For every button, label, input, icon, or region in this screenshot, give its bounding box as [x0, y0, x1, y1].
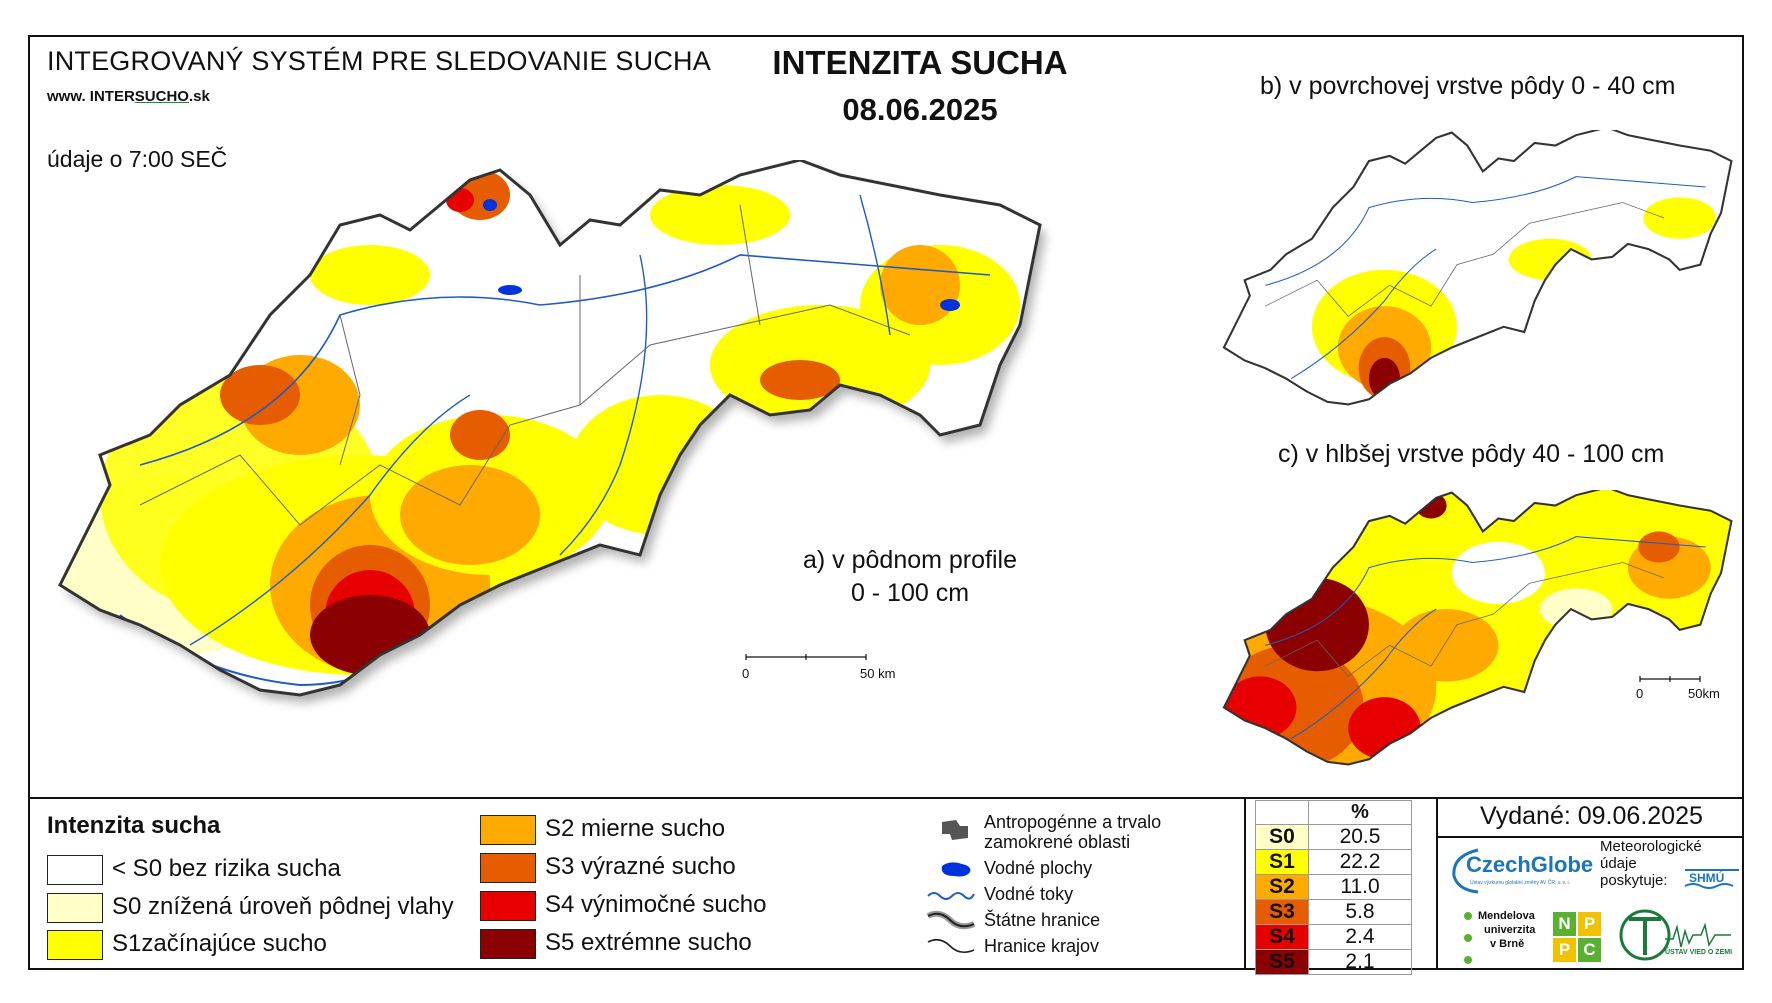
nppc-c: C: [1578, 938, 1601, 962]
water-body-icon: [941, 862, 971, 877]
swatch-s5: [480, 929, 536, 959]
legend-label-no-drought: < S0 bez rizika sucha: [112, 855, 341, 882]
table-row: S1 22.2: [1255, 849, 1412, 875]
symbol-label-river: Vodné toky: [984, 884, 1074, 904]
symbol-label-water: Vodné plochy: [984, 858, 1093, 878]
data-time: údaje o 7:00 SEČ: [47, 146, 228, 172]
map-a-label-line2: 0 - 100 cm: [850, 579, 970, 607]
table-code-s3: S3: [1255, 899, 1309, 925]
table-value-s1: 22.2: [1308, 849, 1412, 875]
map-a-label-line1: a) v pôdnom profile: [802, 546, 1017, 574]
table-value-s5: 2.1: [1308, 949, 1412, 975]
map-b-label: b) v povrchovej vrstve pôdy 0 - 40 cm: [1260, 72, 1676, 100]
shmu-waves-icon: [1684, 869, 1739, 889]
legend-divider-table-right: [1436, 798, 1438, 970]
scale-small-fifty: 50km: [1688, 686, 1720, 701]
legend-label-s0: S0 znížená úroveň pôdnej vlahy: [112, 893, 454, 920]
legend-divider: [28, 797, 1744, 799]
scale-main-zero: 0: [742, 666, 750, 681]
table-value-s2: 11.0: [1308, 874, 1412, 900]
czechglobe-subtitle: Ústav výzkumu globální změny AV ČR, v. v…: [1470, 880, 1571, 886]
system-title: INTEGROVANÝ SYSTÉM PRE SLEDOVANIE SUCHA: [47, 46, 711, 76]
meteo-line3: poskytuje:: [1600, 872, 1668, 889]
main-drought-map: [58, 160, 1042, 697]
site-suffix: .sk: [188, 88, 210, 105]
table-row: S5 2.1: [1255, 949, 1412, 975]
table-row: S0 20.5: [1255, 824, 1412, 850]
table-value-s3: 5.8: [1308, 899, 1412, 925]
uvz-emblem-icon: [1619, 909, 1731, 961]
nppc-p2: P: [1553, 938, 1576, 962]
czechglobe-swoosh-icon: [1452, 848, 1479, 894]
small-scale-bar: [1639, 676, 1701, 682]
website-link[interactable]: www. INTERSUCHO.sk: [47, 88, 210, 105]
site-mid: SUCHO: [134, 88, 189, 105]
mendel-logo[interactable]: Mendelova univerzita v Brně: [1462, 910, 1552, 970]
main-scale-bar: [745, 654, 867, 660]
site-prefix: www. INTER: [47, 88, 135, 105]
table-value-s4: 2.4: [1308, 924, 1412, 950]
table-code-s5: S5: [1255, 949, 1309, 975]
table-value-s0: 20.5: [1308, 824, 1412, 850]
shmu-name: SHMÚ: [1689, 871, 1725, 885]
czechglobe-logo[interactable]: CzechGlobe Ústav výzkumu globální změny …: [1448, 846, 1608, 896]
meteo-line1: Meteorologické: [1600, 838, 1702, 855]
swatch-s3: [480, 853, 536, 883]
table-code-s0: S0: [1255, 824, 1309, 850]
state-border-icon: [926, 910, 976, 930]
table-header-percent: %: [1308, 800, 1412, 825]
table-header-empty: [1255, 800, 1309, 825]
map-date: 08.06.2025: [842, 92, 998, 127]
legend-label-s2: S2 mierne sucho: [545, 815, 726, 842]
mendel-line1: Mendelova: [1478, 910, 1535, 922]
surface-layer-map: [1222, 130, 1733, 406]
legend-title: Intenzita sucha: [47, 812, 221, 839]
legend-divider-table-left: [1244, 798, 1246, 970]
drought-percentage-table: % S0 20.5 S1 22.2 S2 11.0 S3 5.8 S4 2.4 S5 2.1: [1255, 800, 1412, 975]
table-code-s4: S4: [1255, 924, 1309, 950]
swatch-s0: [47, 893, 103, 923]
mendel-line2: univerzita: [1484, 924, 1536, 936]
czechglobe-name: CzechGlobe: [1466, 852, 1594, 877]
meteo-provider-text: Meteorologické údaje poskytuje:: [1600, 838, 1702, 889]
issued-date: Vydané: 09.06.2025: [1480, 802, 1703, 830]
legend-label-s1: S1začínajúce sucho: [112, 930, 327, 957]
swatch-no-drought: [47, 855, 103, 885]
scale-small-zero: 0: [1636, 686, 1644, 701]
symbol-label-region-border: Hranice krajov: [984, 936, 1100, 956]
shmu-logo[interactable]: SHMÚ: [1683, 866, 1741, 892]
scale-main-fifty: 50 km: [860, 666, 896, 681]
region-border-icon: [927, 938, 975, 954]
main-title: INTENZITA SUCHA: [772, 44, 1068, 81]
legend-label-s5: S5 extrémne sucho: [545, 929, 752, 956]
river-icon: [927, 892, 975, 900]
legend-divider-issued: [1436, 836, 1744, 838]
legend-label-s3: S3 výrazné sucho: [545, 853, 736, 880]
symbol-label-urban-1: Antropogénne a trvalo: [984, 812, 1162, 832]
uvz-logo[interactable]: ÚSTAV VIED O ZEMI: [1615, 905, 1735, 965]
table-code-s2: S2: [1255, 874, 1309, 900]
table-row: S2 11.0: [1255, 874, 1412, 900]
deep-layer-map: [1222, 490, 1733, 766]
nppc-n: N: [1553, 912, 1576, 936]
swatch-s2: [480, 815, 536, 845]
mendel-dots-icon: [1464, 912, 1472, 964]
symbol-label-urban-2: zamokrené oblasti: [984, 832, 1131, 852]
meteo-line2: údaje: [1600, 855, 1637, 872]
table-code-s1: S1: [1255, 849, 1309, 875]
table-header-row: %: [1255, 800, 1412, 825]
symbol-label-state-border: Štátne hranice: [984, 910, 1101, 930]
legend-label-s4: S4 výnimočné sucho: [545, 891, 767, 918]
nppc-logo[interactable]: N P P C: [1553, 912, 1601, 962]
uvz-name: ÚSTAV VIED O ZEMI: [1665, 949, 1733, 956]
mendel-line3: v Brně: [1490, 938, 1525, 950]
map-c-label: c) v hlbšej vrstve pôdy 40 - 100 cm: [1278, 440, 1665, 468]
swatch-s1: [47, 930, 103, 960]
swatch-s4: [480, 891, 536, 921]
urban-area-icon: [942, 820, 968, 840]
table-row: S3 5.8: [1255, 899, 1412, 925]
table-row: S4 2.4: [1255, 924, 1412, 950]
nppc-p1: P: [1578, 912, 1601, 936]
